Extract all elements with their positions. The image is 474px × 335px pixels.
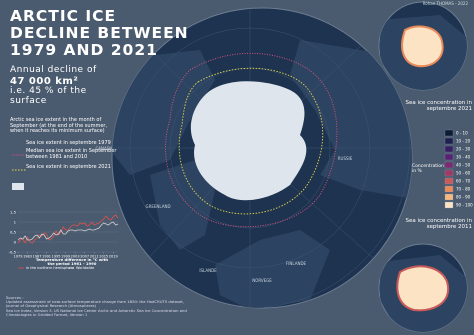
legend-label: Worldwide	[76, 266, 94, 270]
concentration-title: Sea ice concentration in septembre 2011	[405, 218, 472, 231]
x-tick-label: 2015	[99, 255, 108, 259]
concentration-label: 70 - 80	[456, 187, 471, 192]
legend: Arctic sea ice extent in the month of Se…	[10, 117, 120, 171]
sources-heading: Sources :	[6, 295, 24, 300]
x-tick-label: 1991	[42, 255, 51, 259]
decline-text: surface	[10, 95, 47, 106]
map-label: FINLANDE	[286, 261, 307, 266]
legend-swatch-2021	[12, 183, 24, 190]
legend-item: Sea ice extent in septembre 2021	[26, 164, 111, 170]
concentration-2021-shapes	[380, 15, 467, 90]
x-tick-label: 1983	[23, 255, 32, 259]
concentration-swatch	[444, 145, 454, 153]
x-tick-label: 2007	[80, 255, 89, 259]
title: ARCTIC ICE DECLINE BETWEEN 1979 AND 2021	[10, 7, 189, 60]
map-label: ISLANDE	[199, 268, 217, 273]
y-tick-label: 1	[14, 219, 17, 224]
concentration-swatch	[444, 137, 454, 145]
concentration-label: 60 - 70	[456, 179, 471, 184]
map-label: GREENLAND	[145, 204, 170, 209]
extent-1979	[164, 52, 338, 228]
concentration-swatch	[444, 153, 454, 161]
decline: Annual decline of 47 000 km² i.e. 45 % o…	[10, 65, 97, 107]
concentration-swatch	[444, 129, 454, 137]
sources-line: Updated assessment of near-surface tempe…	[6, 299, 184, 309]
land	[112, 40, 412, 308]
legend-item: Sea ice extent in septembre 1979	[26, 139, 111, 146]
y-tick-label: -0,5	[9, 249, 17, 254]
concentration-2011-shapes	[380, 255, 467, 332]
concentration-title: Sea ice concentration in septembre 2021	[405, 100, 472, 113]
concentration-label: 80 - 90	[456, 195, 471, 200]
map-label: CANADA	[95, 146, 112, 151]
extent-2021	[190, 81, 307, 201]
sources-line: Sea Ice Index, Version 3. US National Ic…	[6, 307, 187, 317]
concentration-label: 50 - 60	[456, 171, 471, 176]
decline-text: i.e. 45 % of the	[10, 85, 87, 96]
concentration-label: 0 - 10	[456, 131, 468, 136]
x-tick-label: 2003	[71, 255, 80, 259]
concentration-swatch	[444, 161, 454, 169]
concentration-swatch	[444, 201, 454, 209]
concentration-label: 90 - 100	[456, 203, 473, 208]
concentration-label: 20 - 30	[456, 147, 471, 152]
concentration-swatch	[444, 185, 454, 193]
y-tick-label: 1,5	[10, 209, 17, 214]
y-tick-label: 0,5	[10, 229, 17, 234]
x-tick-label: 1995	[52, 255, 61, 259]
concentration-legend-title: Concentration in %	[412, 164, 444, 174]
map-label: RUSSIE	[338, 156, 353, 161]
x-tick-label: 1979	[14, 255, 23, 259]
legend-item: Median sea ice extent in September betwe…	[26, 148, 117, 160]
series-line	[17, 221, 119, 241]
concentration-swatch	[444, 193, 454, 201]
concentration-label: 30 - 40	[456, 155, 471, 160]
decline-text: Annual decline of	[10, 65, 97, 75]
title-line: 1979 AND 2021	[10, 41, 158, 60]
title-line: DECLINE BETWEEN	[10, 24, 189, 43]
x-tick-label: 2011	[90, 255, 99, 259]
chart-title: Temperature difference in °C with the pe…	[35, 257, 109, 267]
y-tick-label: 0	[14, 239, 17, 244]
median-extent	[178, 67, 324, 215]
legend-heading: Arctic sea ice extent in the month of Se…	[10, 117, 108, 134]
concentration-swatch	[444, 177, 454, 185]
title-line: ARCTIC ICE	[10, 7, 117, 25]
x-tick-label: 1987	[33, 255, 42, 259]
legend-label: in the northern hemisphere	[26, 266, 74, 270]
concentration-label: 40 - 50	[456, 163, 471, 168]
concentration-swatch	[444, 169, 454, 177]
x-tick-label: 1999	[61, 255, 70, 259]
concentration-label: 10 - 20	[456, 139, 471, 144]
x-tick-label: 2019	[109, 255, 118, 259]
map-label: NORVEGE	[252, 278, 272, 283]
sources: Sources : Updated assessment of near-sur…	[6, 295, 196, 317]
credit: Rohan THOMAS - 2022	[422, 1, 468, 6]
series-line	[17, 214, 119, 244]
decline-amount: 47 000 km²	[10, 75, 79, 87]
